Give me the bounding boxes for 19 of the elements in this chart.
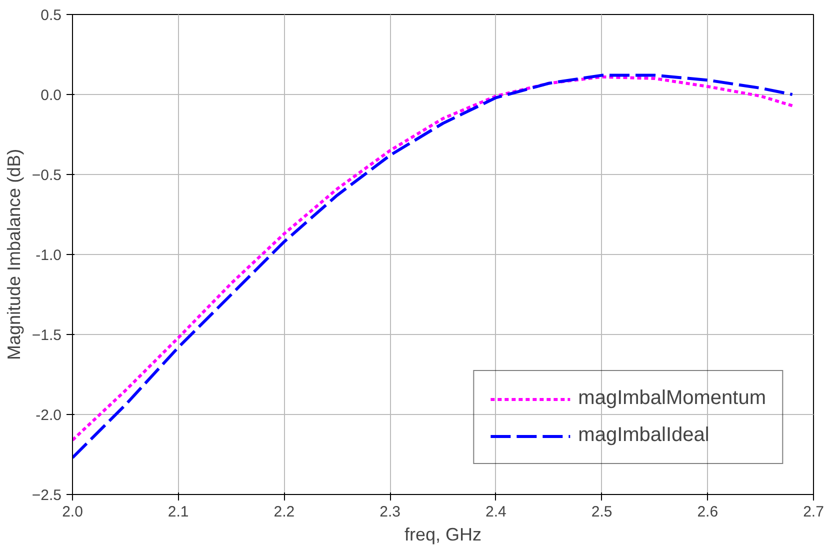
x-tick-label: 2.1: [168, 504, 189, 520]
x-tick-label: 2.2: [274, 504, 295, 520]
y-tick-label: -2.0: [36, 407, 62, 424]
legend-label: magImbalIdeal: [578, 424, 710, 447]
y-axis-title: Magnitude Imbalance (dB): [4, 148, 24, 360]
y-tick-label: 0.5: [40, 7, 62, 24]
x-tick-label: 2.6: [697, 504, 718, 520]
y-tick-label: −2.5: [32, 487, 62, 504]
x-tick-label: 2.5: [591, 504, 612, 520]
y-tick-label: −0.5: [32, 167, 62, 184]
x-tick-label: 2.3: [380, 504, 401, 520]
y-tick-label: −1.5: [32, 327, 62, 344]
x-tick-label: 2.0: [62, 504, 83, 520]
legend-label: magImbalMomentum: [578, 387, 766, 410]
x-tick-label: 2.4: [486, 504, 506, 520]
x-tick-label: 2.7: [803, 504, 824, 520]
y-tick-label: -1.0: [36, 247, 62, 264]
y-tick-label: 0.0: [40, 87, 62, 104]
x-axis-title: freq, GHz: [404, 524, 482, 544]
